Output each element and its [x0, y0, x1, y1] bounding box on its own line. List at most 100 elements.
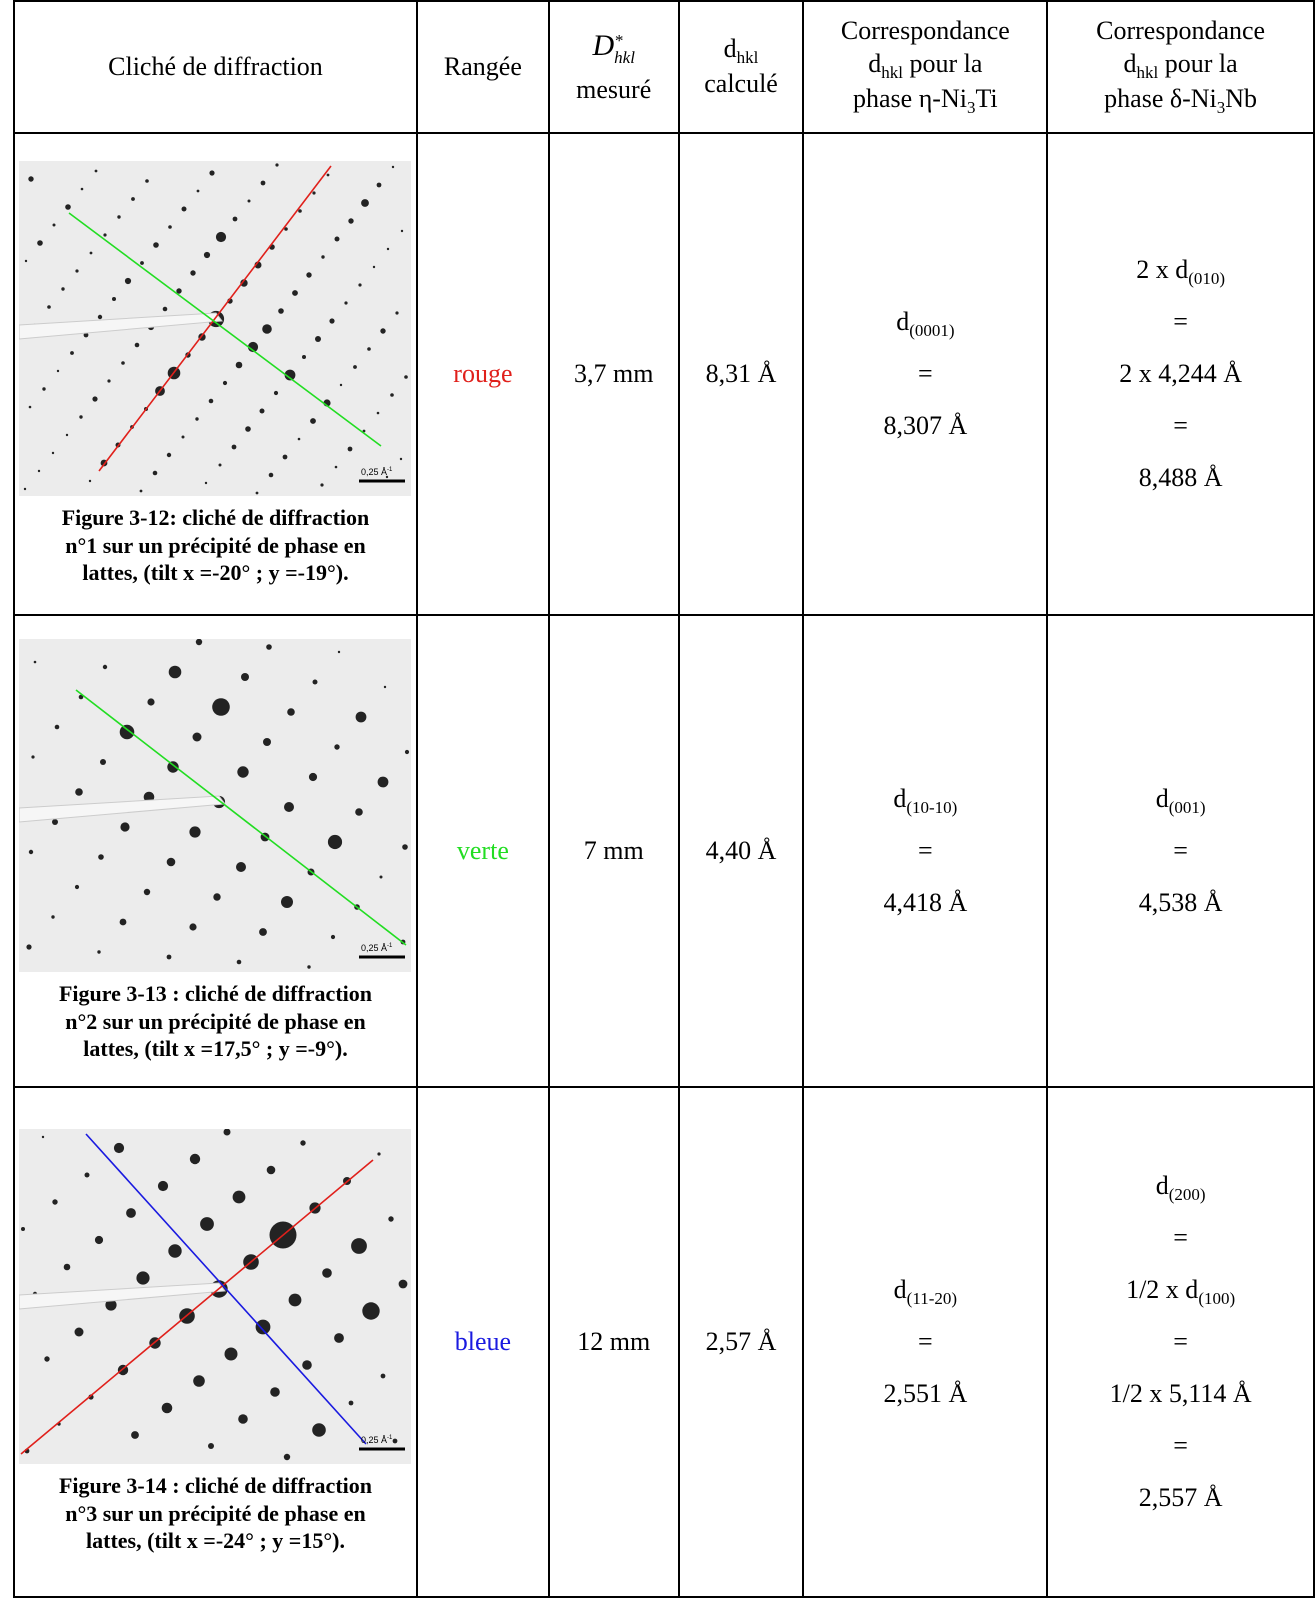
spot: [209, 398, 214, 404]
line: =: [1048, 825, 1313, 877]
measured: 3,7 mm: [573, 358, 654, 388]
spot: [284, 227, 289, 232]
line: d(200): [1048, 1160, 1313, 1212]
spot: [351, 1238, 368, 1255]
spot: [136, 1271, 151, 1285]
spot: [197, 189, 200, 193]
sub: (100): [1198, 1289, 1236, 1309]
spot: [92, 396, 99, 402]
caption-line: Figure 3-12: cliché de diffraction: [61, 505, 370, 531]
line: 2 x 4,244 Å: [1048, 348, 1313, 400]
spot: [248, 342, 259, 353]
scale-sup: -1: [388, 943, 394, 949]
header-text: Nb: [1225, 84, 1258, 114]
line-text: d: [893, 1275, 907, 1304]
line-text: d: [1155, 1171, 1169, 1200]
spot: [331, 935, 336, 940]
spot: [363, 429, 366, 433]
spot: [306, 272, 313, 278]
beam-stop: [19, 312, 224, 340]
line-text: =: [1173, 1327, 1188, 1356]
line: =: [1048, 1212, 1313, 1264]
spot: [218, 463, 222, 467]
spot: [21, 1227, 26, 1232]
scale-text: 0,25 Å: [361, 943, 387, 953]
line: 4,538 Å: [1048, 877, 1313, 929]
delta-cell: d(200) = 1/2 x d(100) = 1/2 x 5,114 Å = 2,557 …: [1046, 1086, 1315, 1598]
header-line: phase δ-Ni3Nb: [1048, 83, 1313, 118]
spot: [300, 1140, 307, 1146]
computed: 2,57 Å: [705, 1326, 777, 1356]
spot: [302, 355, 307, 360]
spot: [334, 1333, 345, 1344]
spot: [75, 885, 80, 890]
scale-label: 0,25 Å-1: [361, 467, 393, 477]
spot: [100, 759, 107, 766]
spot: [390, 393, 395, 398]
spot: [52, 223, 56, 227]
spot: [256, 491, 259, 495]
spot: [216, 232, 227, 243]
spot: [327, 173, 330, 177]
spot: [348, 218, 355, 224]
header-text: Cliché de diffraction: [108, 51, 323, 81]
line-text: d: [1155, 784, 1169, 813]
line-text: =: [1173, 1223, 1188, 1252]
beam-stop: [19, 795, 227, 823]
spot: [89, 480, 92, 483]
spot: [169, 665, 182, 679]
spot: [38, 470, 41, 473]
spot: [74, 1327, 84, 1337]
spot: [379, 875, 383, 879]
sub: hkl: [1136, 63, 1159, 82]
spot: [190, 1154, 201, 1165]
spot: [380, 328, 387, 334]
spot: [233, 216, 238, 222]
spot: [26, 944, 33, 950]
spot: [168, 225, 173, 230]
line-text: 8,488 Å: [1138, 463, 1223, 492]
line-text: =: [1173, 836, 1188, 865]
spot: [353, 365, 358, 370]
spot: [223, 1129, 231, 1136]
spot: [140, 261, 145, 266]
header-line: phase η-Ni3Ti: [804, 83, 1046, 118]
spot: [131, 1431, 140, 1440]
scale-sup: -1: [388, 467, 394, 473]
eta-cell: d(0001) = 8,307 Å: [802, 132, 1049, 616]
table: Cliché de diffraction Rangée D* hkl mesuré…: [13, 0, 1315, 1598]
scale-label: 0,25 Å-1: [361, 943, 393, 953]
spot: [356, 711, 367, 723]
caption-line: lattes, (tilt x =-20° ; y =-19°).: [82, 560, 349, 586]
header-text: pour la: [909, 48, 983, 78]
spot: [120, 918, 127, 926]
header-text: Ti: [975, 84, 998, 114]
header-cell: Cliché de diffraction: [13, 0, 418, 134]
spot: [31, 755, 36, 759]
spot: [79, 694, 84, 700]
header-cell: D* hkl mesuré: [547, 0, 680, 134]
line: 1/2 x d(100): [1048, 1264, 1313, 1316]
spot: [322, 1268, 333, 1279]
spot: [292, 290, 299, 297]
spot: [287, 708, 296, 717]
spot: [283, 454, 288, 460]
rangee-cell: rouge: [415, 132, 550, 616]
spot: [401, 230, 404, 233]
header-line: dhkl pour la: [804, 48, 1046, 83]
header-text: mesuré: [576, 75, 652, 105]
spot: [340, 384, 343, 387]
line: 2,551 Å: [804, 1368, 1046, 1420]
spot: [267, 1165, 276, 1175]
spot: [98, 854, 105, 861]
header-cell: Correspondance dhkl pour la phase δ-Ni3Nb: [1046, 0, 1315, 134]
spot: [386, 476, 389, 479]
caption-line: lattes, (tilt x =17,5° ; y =-9°).: [83, 1036, 348, 1062]
spot: [52, 1199, 59, 1205]
spot: [388, 1216, 395, 1222]
spot: [79, 415, 84, 419]
spot: [120, 724, 135, 740]
line-text: 1/2 x 5,114 Å: [1109, 1379, 1252, 1408]
sub: (200): [1168, 1185, 1206, 1205]
